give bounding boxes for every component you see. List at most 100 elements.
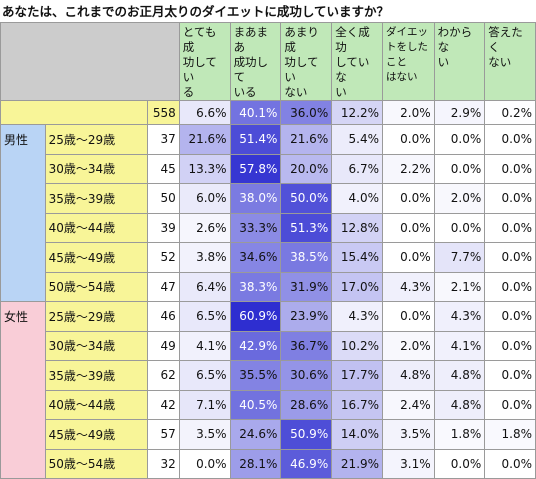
percent-cell: 0.0%	[433, 153, 486, 184]
percent-cell: 2.4%	[382, 389, 435, 420]
percent-cell: 16.7%	[331, 389, 384, 420]
percent-cell: 4.8%	[382, 360, 435, 391]
table-row: 35歳～39歳 62 6.5% 35.5% 30.6% 17.7% 4.8% 4.8% 0.0%	[1, 360, 536, 391]
percent-cell: 10.2%	[331, 330, 384, 361]
crosstab-table: とても成 功している まあまあ 成功して いる あまり成 功してい ない 全く成功 していな…	[0, 22, 536, 479]
percent-cell: 6.7%	[331, 153, 384, 184]
age-label: 50歳～54歳	[44, 448, 148, 479]
sample-size-cell: 49	[146, 330, 180, 361]
percent-cell: 13.3%	[178, 153, 231, 184]
percent-cell: 4.1%	[433, 330, 486, 361]
table-row: 35歳～39歳 50 6.0% 38.0% 50.0% 4.0% 0.0% 2.0% 0.0%	[1, 183, 536, 214]
percent-cell: 24.6%	[229, 419, 282, 450]
percent-cell: 38.0%	[229, 183, 282, 214]
col-header: まあまあ 成功して いる	[229, 22, 282, 101]
total-n-cell: 558	[146, 100, 180, 125]
percent-cell: 0.0%	[484, 271, 536, 302]
sample-size-cell: 62	[146, 360, 180, 391]
percent-cell: 21.6%	[178, 124, 231, 155]
percent-cell: 0.0%	[484, 448, 536, 479]
percent-cell: 0.0%	[382, 242, 435, 273]
percent-cell: 0.0%	[484, 301, 536, 332]
percent-cell: 3.8%	[178, 242, 231, 273]
percent-cell: 4.8%	[433, 360, 486, 391]
percent-cell: 7.1%	[178, 389, 231, 420]
percent-cell: 0.0%	[484, 183, 536, 214]
header-corner	[0, 22, 180, 101]
col-header: わからない	[433, 22, 486, 101]
total-label	[0, 100, 148, 125]
percent-cell: 21.6%	[280, 124, 333, 155]
percent-cell: 0.0%	[484, 330, 536, 361]
percent-cell: 21.9%	[331, 448, 384, 479]
age-label: 45歳～49歳	[44, 419, 148, 450]
percent-cell: 42.9%	[229, 330, 282, 361]
percent-cell: 17.0%	[331, 271, 384, 302]
percent-cell: 6.0%	[178, 183, 231, 214]
table-body: とても成 功している まあまあ 成功して いる あまり成 功してい ない 全く成功 していな…	[0, 22, 536, 479]
percent-cell: 0.0%	[433, 212, 486, 243]
total-value-cell: 40.1%	[229, 100, 282, 125]
table-row: 50歳～54歳 32 0.0% 28.1% 46.9% 21.9% 3.1% 0.0% 0.0%	[1, 448, 536, 479]
percent-cell: 28.1%	[229, 448, 282, 479]
sample-size-cell: 45	[146, 153, 180, 184]
table-row: 45歳～49歳 57 3.5% 24.6% 50.9% 14.0% 3.5% 1.8% 1.8%	[1, 419, 536, 450]
percent-cell: 6.4%	[178, 271, 231, 302]
percent-cell: 0.0%	[484, 360, 536, 391]
percent-cell: 4.0%	[331, 183, 384, 214]
col-header: 答えたく ない	[484, 22, 536, 101]
col-header: ダイエッ トをしたこと はない	[382, 22, 435, 101]
percent-cell: 30.6%	[280, 360, 333, 391]
sample-size-cell: 47	[146, 271, 180, 302]
total-row: 558 6.6% 40.1% 36.0% 12.2% 2.0% 2.9% 0.2%	[0, 100, 536, 125]
percent-cell: 38.5%	[280, 242, 333, 273]
percent-cell: 51.3%	[280, 212, 333, 243]
col-header: とても成 功している	[178, 22, 231, 101]
percent-cell: 38.3%	[229, 271, 282, 302]
percent-cell: 60.9%	[229, 301, 282, 332]
total-value-cell: 6.6%	[178, 100, 231, 125]
percent-cell: 50.0%	[280, 183, 333, 214]
percent-cell: 46.9%	[280, 448, 333, 479]
percent-cell: 1.8%	[484, 419, 536, 450]
age-label: 50歳～54歳	[44, 271, 148, 302]
table-row: 40歳～44歳 39 2.6% 33.3% 51.3% 12.8% 0.0% 0.0% 0.0%	[1, 212, 536, 243]
percent-cell: 3.5%	[382, 419, 435, 450]
percent-cell: 3.5%	[178, 419, 231, 450]
percent-cell: 14.0%	[331, 419, 384, 450]
sample-size-cell: 32	[146, 448, 180, 479]
age-label: 40歳～44歳	[44, 212, 148, 243]
sample-size-cell: 42	[146, 389, 180, 420]
age-label: 25歳～29歳	[44, 124, 148, 155]
total-value-cell: 36.0%	[280, 100, 333, 125]
percent-cell: 0.0%	[382, 183, 435, 214]
percent-cell: 0.0%	[484, 389, 536, 420]
percent-cell: 20.0%	[280, 153, 333, 184]
percent-cell: 0.0%	[433, 124, 486, 155]
page-title: あなたは、これまでのお正月太りのダイエットに成功していますか？	[2, 4, 390, 19]
table-row: 女性 25歳～29歳 46 6.5% 60.9% 23.9% 4.3% 0.0% 4.3% 0.0…	[0, 301, 536, 479]
col-header: 全く成功 していない	[331, 22, 384, 101]
percent-cell: 28.6%	[280, 389, 333, 420]
percent-cell: 2.0%	[433, 183, 486, 214]
percent-cell: 2.6%	[178, 212, 231, 243]
percent-cell: 36.7%	[280, 330, 333, 361]
percent-cell: 51.4%	[229, 124, 282, 155]
percent-cell: 0.0%	[382, 301, 435, 332]
sample-size-cell: 57	[146, 419, 180, 450]
percent-cell: 7.7%	[433, 242, 486, 273]
age-label: 30歳～34歳	[44, 153, 148, 184]
table-row: 50歳～54歳 47 6.4% 38.3% 31.9% 17.0% 4.3% 2.1% 0.0%	[1, 271, 536, 302]
table-row: 40歳～44歳 42 7.1% 40.5% 28.6% 16.7% 2.4% 4.8% 0.0%	[1, 389, 536, 420]
percent-cell: 23.9%	[280, 301, 333, 332]
total-value-cell: 12.2%	[331, 100, 384, 125]
age-label: 35歳～39歳	[44, 183, 148, 214]
percent-cell: 0.0%	[484, 124, 536, 155]
percent-cell: 34.6%	[229, 242, 282, 273]
table-row: 30歳～34歳 45 13.3% 57.8% 20.0% 6.7% 2.2% 0.0% 0.0%	[1, 153, 536, 184]
percent-cell: 0.0%	[484, 242, 536, 273]
percent-cell: 15.4%	[331, 242, 384, 273]
sample-size-cell: 46	[146, 301, 180, 332]
total-value-cell: 0.2%	[484, 100, 536, 125]
percent-cell: 17.7%	[331, 360, 384, 391]
